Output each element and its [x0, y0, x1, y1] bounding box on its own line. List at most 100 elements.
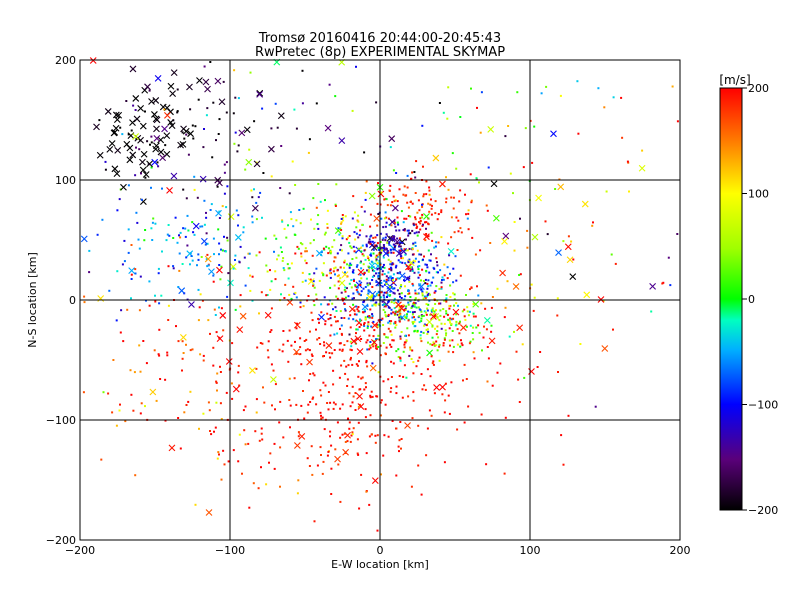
scatter-dot — [376, 224, 379, 227]
scatter-dot — [167, 224, 170, 226]
scatter-dot — [216, 372, 219, 375]
scatter-dot — [614, 262, 617, 265]
scatter-dot — [289, 426, 291, 429]
scatter-cross — [153, 134, 161, 142]
scatter-dot — [197, 253, 200, 256]
scatter-dot — [363, 272, 366, 274]
scatter-dot — [327, 247, 330, 250]
scatter-dot — [130, 129, 133, 132]
scatter-dot — [341, 348, 344, 351]
scatter-cross — [366, 293, 373, 301]
scatter-dot — [130, 393, 133, 396]
scatter-dot — [364, 408, 367, 411]
scatter-dot — [232, 449, 235, 452]
scatter-dot — [344, 271, 346, 274]
scatter-dot — [403, 308, 406, 311]
scatter-dot — [181, 357, 184, 360]
scatter-dot — [392, 311, 395, 314]
scatter-dot — [382, 244, 385, 246]
scatter-dot — [376, 234, 379, 237]
scatter-dot — [383, 266, 386, 269]
scatter-dot — [469, 340, 472, 343]
scatter-dot — [197, 288, 200, 291]
scatter-dot — [310, 353, 313, 356]
scatter-dot — [367, 315, 369, 318]
scatter-dot — [399, 287, 402, 290]
scatter-dot — [346, 263, 348, 266]
scatter-dot — [248, 506, 251, 509]
scatter-dot — [456, 428, 459, 431]
scatter-dot — [296, 322, 298, 325]
scatter-dot — [412, 391, 415, 394]
scatter-dot — [554, 188, 557, 190]
scatter-dot — [382, 256, 385, 259]
scatter-dot — [320, 394, 323, 397]
scatter-dot — [352, 318, 355, 321]
scatter-dot — [294, 340, 296, 343]
scatter-dot — [368, 259, 370, 262]
scatter-dot — [426, 427, 429, 430]
scatter-dot — [340, 221, 343, 224]
scatter-dot — [417, 306, 420, 309]
scatter-cross — [293, 348, 300, 356]
scatter-dot — [371, 240, 374, 243]
scatter-dot — [300, 363, 303, 366]
scatter-dot — [150, 227, 153, 230]
scatter-dot — [411, 316, 414, 319]
scatter-cross — [182, 127, 190, 135]
scatter-dot — [671, 85, 674, 88]
scatter-dot — [417, 199, 420, 202]
scatter-cross — [398, 238, 406, 246]
scatter-dot — [380, 399, 383, 402]
scatter-dot — [397, 259, 400, 262]
scatter-dot — [443, 337, 446, 340]
scatter-dot — [323, 233, 326, 236]
scatter-dot — [330, 250, 333, 253]
colorbar-label: [m/s] — [719, 73, 750, 87]
scatter-dot — [392, 251, 395, 254]
scatter-dot — [427, 341, 429, 344]
scatter-dot — [343, 289, 346, 291]
scatter-dot — [363, 210, 366, 213]
scatter-dot — [379, 344, 382, 347]
scatter-dot — [425, 324, 428, 327]
scatter-dot — [361, 253, 364, 256]
scatter-dot — [167, 265, 170, 268]
scatter-dot — [457, 304, 459, 307]
scatter-dot — [331, 352, 334, 355]
scatter-dot — [387, 271, 390, 274]
scatter-dot — [366, 325, 369, 327]
scatter-dot — [301, 243, 304, 246]
scatter-dot — [427, 249, 430, 252]
scatter-cross — [338, 137, 346, 145]
scatter-dot — [389, 343, 392, 346]
scatter-dot — [189, 108, 192, 111]
scatter-dot — [387, 315, 390, 317]
scatter-dot — [459, 227, 462, 230]
scatter-dot — [158, 354, 161, 357]
scatter-dot — [327, 408, 330, 411]
scatter-dot — [316, 338, 319, 341]
scatter-dot — [399, 312, 402, 315]
scatter-dot — [255, 254, 258, 257]
scatter-dot — [317, 227, 320, 230]
scatter-dot — [462, 379, 464, 382]
scatter-dot — [394, 225, 397, 228]
scatter-cross — [452, 308, 460, 316]
scatter-dot — [448, 327, 451, 330]
scatter-dot — [295, 327, 298, 330]
scatter-dot — [328, 352, 331, 354]
scatter-dot — [533, 296, 536, 299]
scatter-dot — [355, 328, 358, 331]
scatter-dot — [225, 161, 228, 164]
scatter-dot — [279, 446, 282, 449]
scatter-dot — [207, 319, 210, 322]
scatter-cross — [433, 384, 440, 391]
scatter-dot — [212, 274, 215, 277]
scatter-dot — [387, 242, 390, 245]
scatter-dot — [330, 493, 333, 495]
scatter-dot — [369, 240, 372, 243]
scatter-dot — [562, 240, 565, 243]
scatter-dot — [328, 272, 331, 275]
scatter-dot — [409, 346, 412, 349]
